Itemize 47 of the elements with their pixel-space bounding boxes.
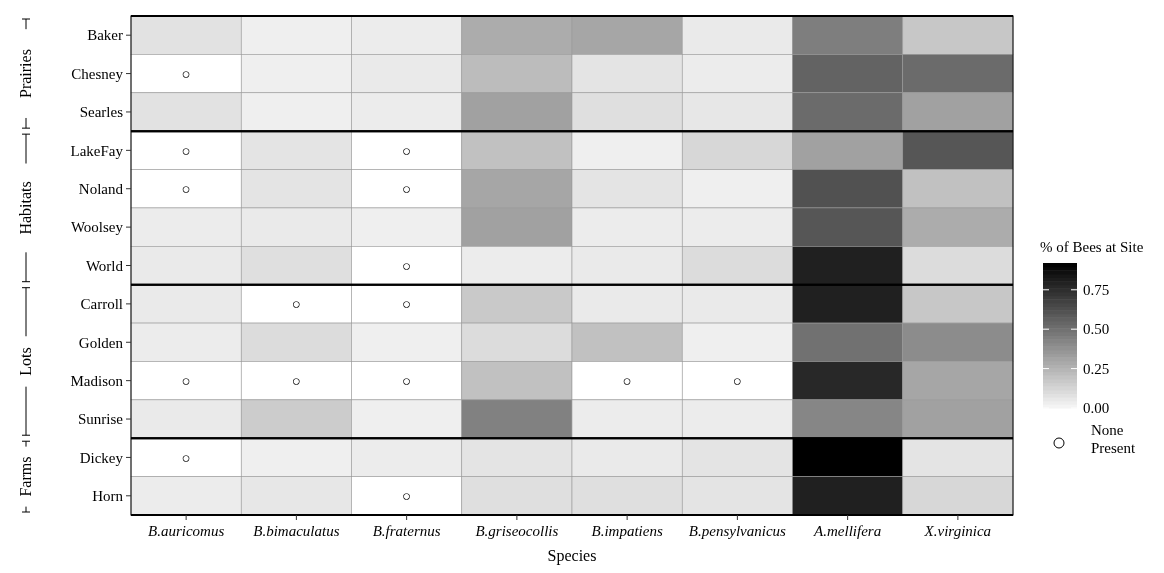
text: ○ [402,142,412,159]
x-tick-label: B.auricomus [148,523,225,539]
x-tick-label: A.mellifera [813,523,882,539]
y-tick-label: Woolsey [70,219,124,236]
text: ○ [402,296,412,313]
x-tick-label: B.griseocollis [475,523,559,539]
y-tick-label: Baker [87,27,123,44]
text: ○ [291,296,301,313]
y-tick-label: Sunrise [78,411,124,428]
text: Lots [17,347,34,376]
text: ○ [622,372,632,389]
text: ○ [402,257,412,274]
text: ○ [181,180,191,197]
text: ○ [402,180,412,197]
color-bar-label: 0.25 [1083,360,1110,377]
y-tick-label: Horn [92,488,124,505]
y-tick-label: World [85,257,124,274]
text: ○ [181,449,191,466]
text: ○ [181,372,191,389]
y-tick-label: Dickey [79,449,124,466]
text: ○ [181,142,191,159]
y-tick-label: Noland [78,180,124,197]
text: None Present [1091,422,1136,456]
text: ○ [402,372,412,389]
color-bar-title: % of Bees at Site [1040,239,1144,255]
x-tick-label: B.fraternus [372,523,441,539]
text: ○ [181,65,191,82]
x-tick-label: B.impatiens [591,523,663,539]
x-tick-label: B.pensylvanicus [688,523,787,539]
text: Farms [17,456,34,497]
color-bar-label: 0.00 [1083,400,1110,417]
y-tick-label: Golden [78,334,124,351]
y-tick-label: Searles [79,104,124,121]
x-tick-label: X.virginica [923,523,992,539]
y-tick-label: Carroll [80,296,123,313]
text: Prairies [17,49,34,99]
text: ○ [291,372,301,389]
color-bar-label: 0.50 [1083,321,1110,338]
y-tick-label: Madison [70,372,124,389]
text: ○ [402,488,412,505]
y-tick-label: LakeFay [70,142,124,159]
color-bar-label: 0.75 [1083,282,1110,299]
text: Habitats [17,181,34,235]
text: ○ [732,372,742,389]
x-axis-title: Species [547,547,597,565]
y-tick-label: Chesney [71,65,124,82]
x-tick-label: B.bimaculatus [253,523,340,539]
